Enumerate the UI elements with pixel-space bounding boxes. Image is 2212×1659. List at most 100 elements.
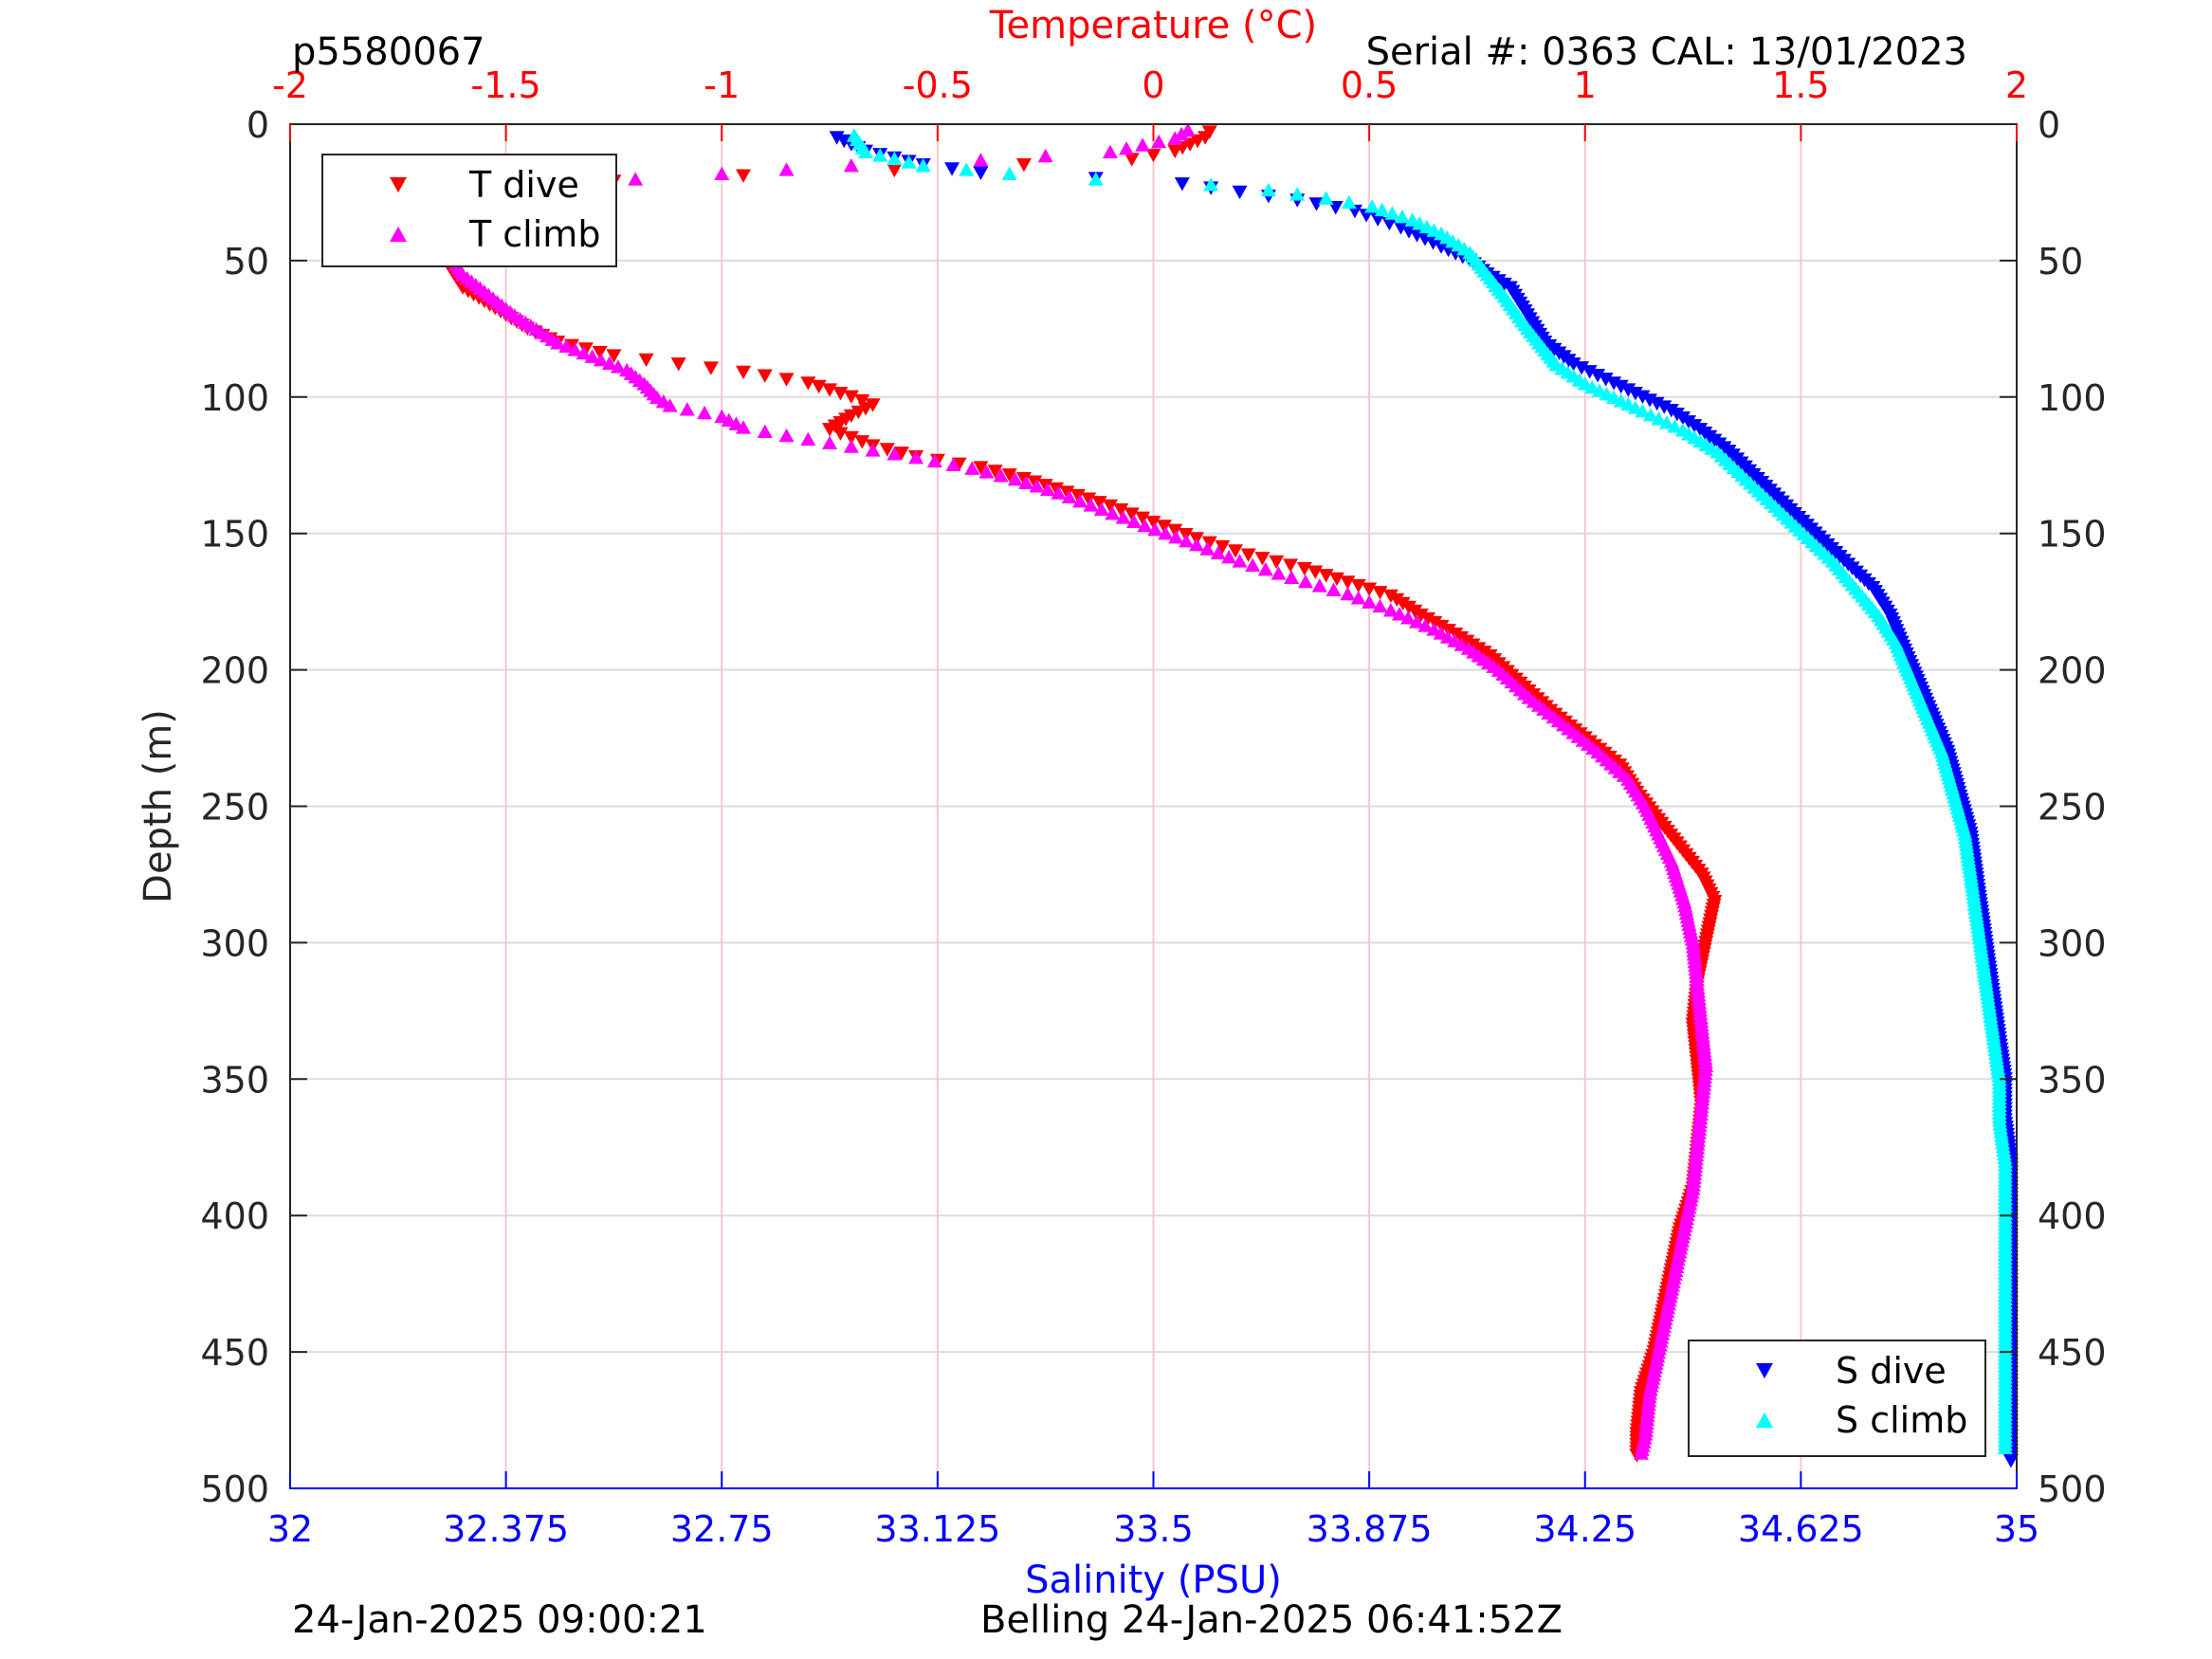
data-point: [893, 447, 909, 461]
data-point: [1382, 603, 1398, 617]
data-point: [1667, 419, 1683, 433]
data-point: [854, 393, 870, 409]
data-point: [887, 163, 903, 178]
series-s-climb: [846, 128, 2013, 1455]
data-point: [1232, 185, 1248, 200]
data-point: [1115, 510, 1131, 524]
legend-marker: [390, 176, 407, 193]
data-point: [778, 428, 795, 443]
legend-label: S climb: [1836, 1399, 1967, 1441]
data-point: [550, 336, 566, 350]
data-point: [1018, 475, 1034, 489]
data-point: [901, 155, 917, 169]
salinity-axis-title: Salinity (PSU): [1025, 1559, 1282, 1602]
data-point: [1427, 615, 1443, 630]
data-point: [1124, 507, 1140, 521]
depth-tick-label-right: 0: [2038, 104, 2060, 146]
data-point: [1167, 144, 1183, 158]
depth-tick-label-right: 50: [2038, 241, 2083, 283]
data-point: [1393, 221, 1409, 235]
data-point: [843, 439, 859, 453]
salinity-tick-label: 32.75: [670, 1508, 774, 1550]
legend-label: T climb: [468, 213, 600, 255]
data-point: [1409, 614, 1425, 629]
data-point: [865, 443, 881, 457]
depth-tick-label-right: 150: [2038, 514, 2107, 556]
data-point: [1102, 499, 1118, 514]
data-point: [1007, 471, 1023, 486]
data-point: [1167, 131, 1183, 145]
data-point: [1297, 574, 1313, 589]
data-point: [800, 431, 816, 447]
data-point: [1271, 566, 1287, 580]
data-point: [915, 157, 931, 173]
depth-tick-label-right: 200: [2038, 650, 2107, 692]
temperature-tick-label: 2: [2005, 64, 2028, 106]
legend-marker: [1756, 1412, 1773, 1429]
data-point: [887, 151, 903, 166]
data-point: [577, 342, 594, 356]
depth-axis-title: Depth (m): [137, 709, 180, 903]
data-point: [1137, 518, 1153, 533]
data-point: [1311, 578, 1327, 592]
legends: T dive T climb S dive S climb: [321, 154, 1986, 1457]
data-point: [1325, 582, 1342, 596]
data-point: [1189, 538, 1205, 552]
data-point: [887, 447, 903, 461]
data-point: [1260, 182, 1276, 197]
data-point: [1384, 206, 1400, 220]
data-point: [854, 435, 870, 449]
data-point: [1341, 194, 1357, 210]
temperature-tick-label: 0: [1142, 64, 1164, 106]
data-point: [1001, 468, 1017, 483]
depth-tick-label-right: 350: [2038, 1059, 2107, 1101]
temperature-tick-label: 1.5: [1772, 64, 1829, 106]
data-point: [1168, 529, 1184, 544]
data-point: [1374, 202, 1390, 217]
data-point: [1215, 539, 1231, 555]
temperature-axis-title: Temperature (°C): [989, 4, 1317, 47]
data-point: [601, 356, 617, 371]
temperature-tick-label: -1.5: [471, 64, 541, 106]
data-point: [2002, 1454, 2019, 1468]
data-point: [736, 169, 752, 183]
data-point: [908, 449, 924, 465]
data-point: [1382, 589, 1398, 604]
depth-tick-label-right: 500: [2038, 1468, 2107, 1510]
depth-tick-label-right: 300: [2038, 922, 2107, 964]
data-point: [1362, 594, 1378, 609]
data-point: [1135, 511, 1151, 526]
header-right-label: Serial #: 0363 CAL: 13/01/2023: [1366, 30, 1967, 74]
temperature-tick-label: 0.5: [1341, 64, 1398, 106]
data-point: [1199, 541, 1216, 556]
data-point: [736, 420, 752, 434]
data-point: [1581, 365, 1598, 379]
data-point: [592, 345, 608, 360]
data-point: [1174, 177, 1190, 191]
salinity-tick-label: 33.5: [1113, 1508, 1194, 1550]
data-point: [973, 461, 989, 475]
legend-marker: [390, 226, 407, 243]
data-point: [858, 144, 873, 158]
data-point: [1413, 608, 1429, 623]
data-point: [1227, 544, 1243, 558]
data-point: [944, 162, 960, 176]
data-point: [1061, 489, 1077, 504]
data-point: [1083, 498, 1099, 512]
data-point: [1350, 591, 1366, 605]
data-point: [865, 398, 881, 412]
data-point: [1113, 503, 1129, 518]
data-point: [1167, 523, 1183, 538]
data-point: [1635, 403, 1651, 418]
depth-tick-label: 400: [200, 1195, 269, 1237]
data-point: [973, 153, 989, 167]
data-point: [973, 166, 989, 181]
legend-label: S dive: [1836, 1350, 1947, 1392]
data-point: [1318, 191, 1334, 205]
data-point: [843, 430, 859, 446]
salinity-tick-label: 35: [1994, 1508, 2039, 1550]
data-point: [1434, 619, 1450, 634]
data-point: [1574, 361, 1590, 375]
